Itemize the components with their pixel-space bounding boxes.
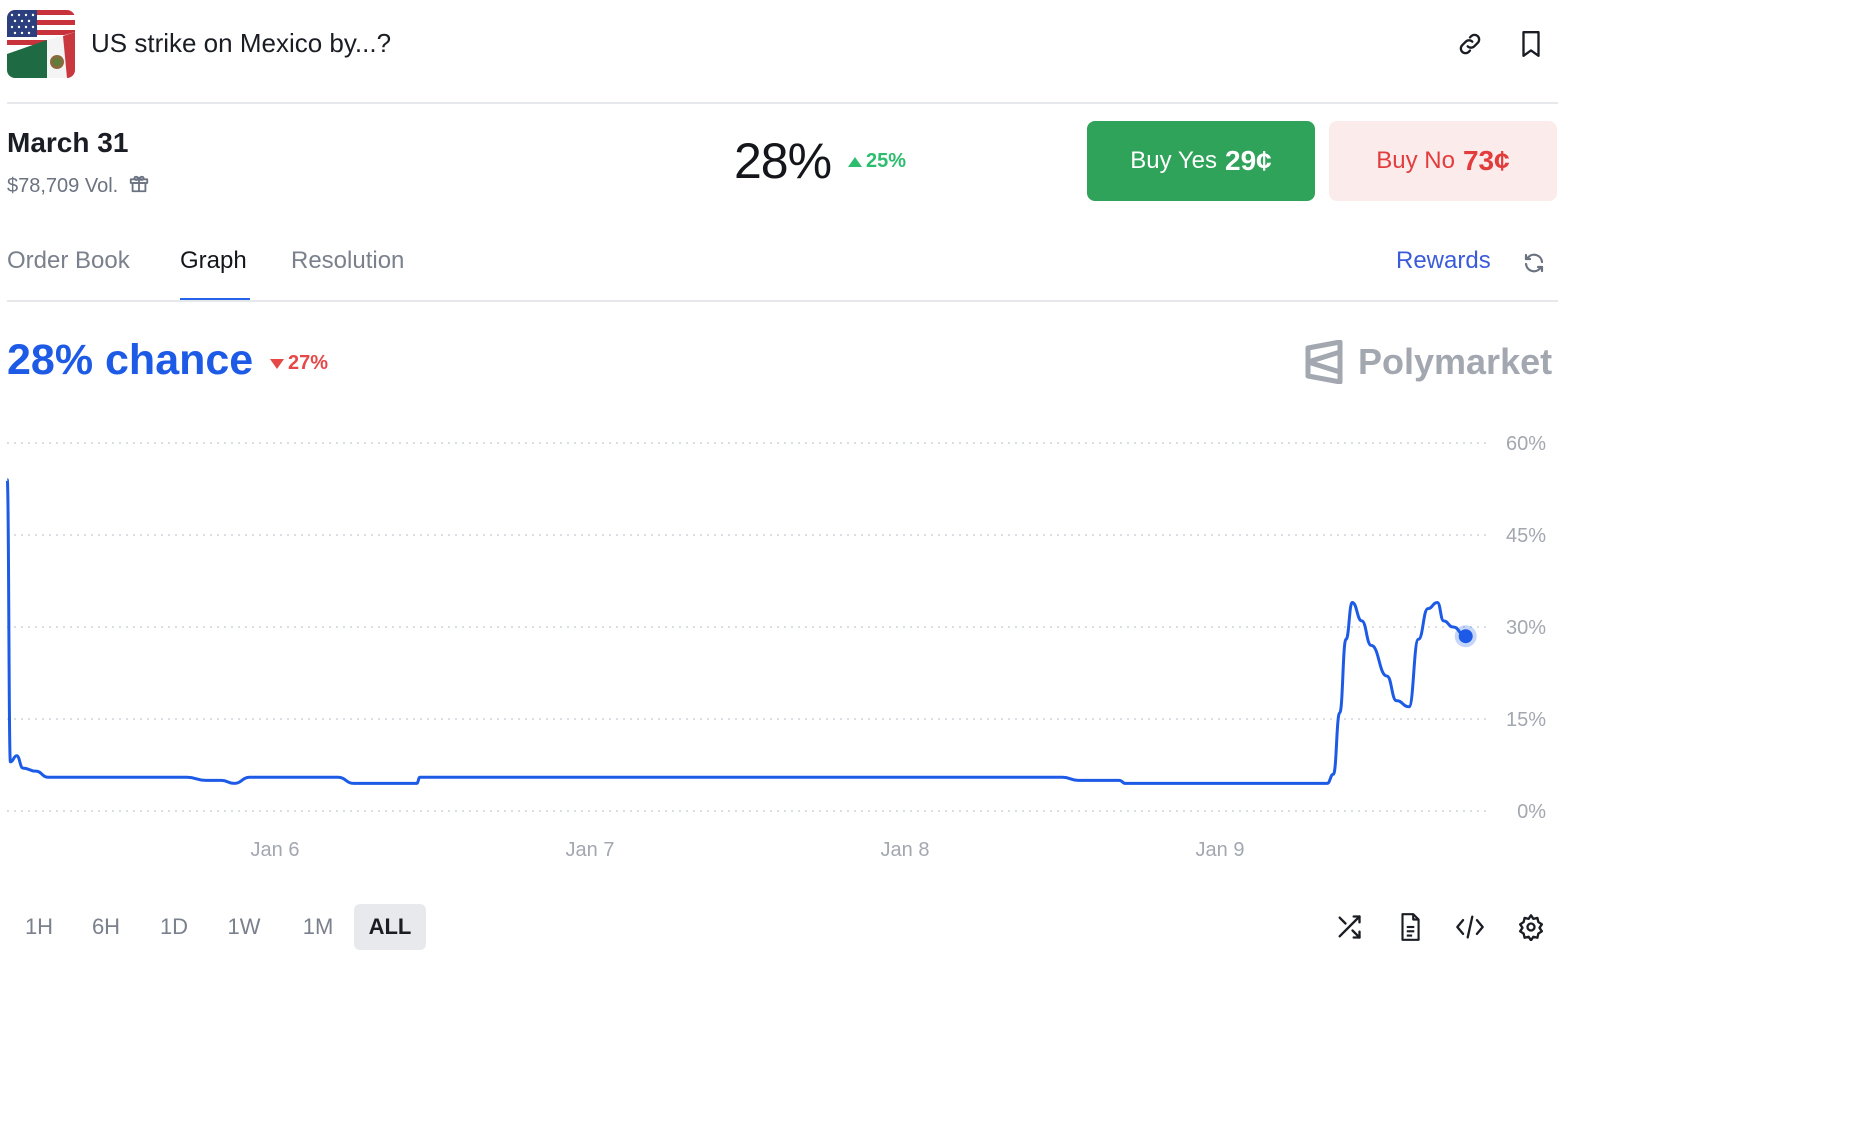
tab-resolution[interactable]: Resolution [291, 247, 405, 274]
active-tab-indicator [180, 298, 250, 301]
chance-text: 28% chance [7, 336, 254, 384]
market-probability: 28% [734, 133, 832, 189]
y-tick-label: 0% [1517, 801, 1546, 823]
document-icon[interactable] [1392, 909, 1428, 945]
range-button-1d[interactable]: 1D [159, 914, 189, 939]
probability-chart: 60% 45% 30% 15% 0% Jan 6 Jan 7 Jan 8 Jan 9 [5, 433, 1546, 861]
tabs-divider [7, 300, 1558, 302]
settings-icon[interactable] [1513, 909, 1549, 945]
refresh-icon[interactable] [1516, 245, 1552, 281]
polymarket-wordmark: Polymarket [1358, 341, 1553, 382]
buy-yes-price: 29¢ [1225, 145, 1272, 176]
x-tick-label: Jan 8 [881, 839, 930, 861]
buy-no-button[interactable]: Buy No 73¢ [1329, 121, 1557, 201]
market-flag-icon [7, 10, 75, 78]
x-tick-label: Jan 9 [1196, 839, 1245, 861]
market-title: US strike on Mexico by...? [91, 28, 392, 58]
x-tick-label: Jan 6 [251, 839, 300, 861]
range-button-1h[interactable]: 1H [24, 914, 54, 939]
shuffle-icon[interactable] [1331, 909, 1367, 945]
buy-no-price: 73¢ [1462, 145, 1510, 176]
range-button-6h[interactable]: 6H [91, 914, 121, 939]
series-line [5, 478, 1466, 785]
polymarket-brand: Polymarket [1304, 340, 1552, 384]
bookmark-icon[interactable] [1513, 26, 1549, 62]
buy-yes-button[interactable]: Buy Yes 29¢ [1087, 121, 1315, 201]
current-point [1458, 629, 1473, 644]
x-tick-label: Jan 7 [566, 839, 615, 861]
range-button-1w[interactable]: 1W [227, 914, 261, 939]
buy-no-label: Buy No [1376, 147, 1455, 174]
tab-order-book[interactable]: Order Book [7, 247, 130, 274]
chance-change-value: 27% [288, 352, 329, 374]
arrow-down-icon [270, 358, 284, 369]
y-tick-label: 45% [1506, 525, 1546, 547]
probability-change: 25% [848, 150, 906, 173]
range-button-1m[interactable]: 1M [302, 914, 334, 939]
probability-change-value: 25% [866, 150, 907, 172]
gift-icon[interactable] [128, 172, 150, 200]
polymarket-logo-icon [1305, 340, 1343, 384]
y-tick-label: 60% [1506, 433, 1546, 455]
code-icon[interactable] [1452, 909, 1488, 945]
volume-text: $78,709 Vol. [7, 174, 119, 197]
y-tick-label: 15% [1506, 709, 1546, 731]
header-divider [7, 102, 1558, 104]
y-tick-label: 30% [1506, 617, 1546, 639]
rewards-link[interactable]: Rewards [1396, 247, 1491, 274]
chance-change: 27% [270, 352, 328, 375]
arrow-up-icon [848, 156, 862, 167]
buy-yes-label: Buy Yes [1130, 147, 1218, 174]
volume-info: $78,709 Vol. [7, 172, 150, 200]
range-button-all[interactable]: ALL [354, 904, 426, 950]
market-date: March 31 [7, 127, 129, 158]
link-icon[interactable] [1452, 26, 1488, 62]
tab-graph[interactable]: Graph [180, 247, 247, 274]
